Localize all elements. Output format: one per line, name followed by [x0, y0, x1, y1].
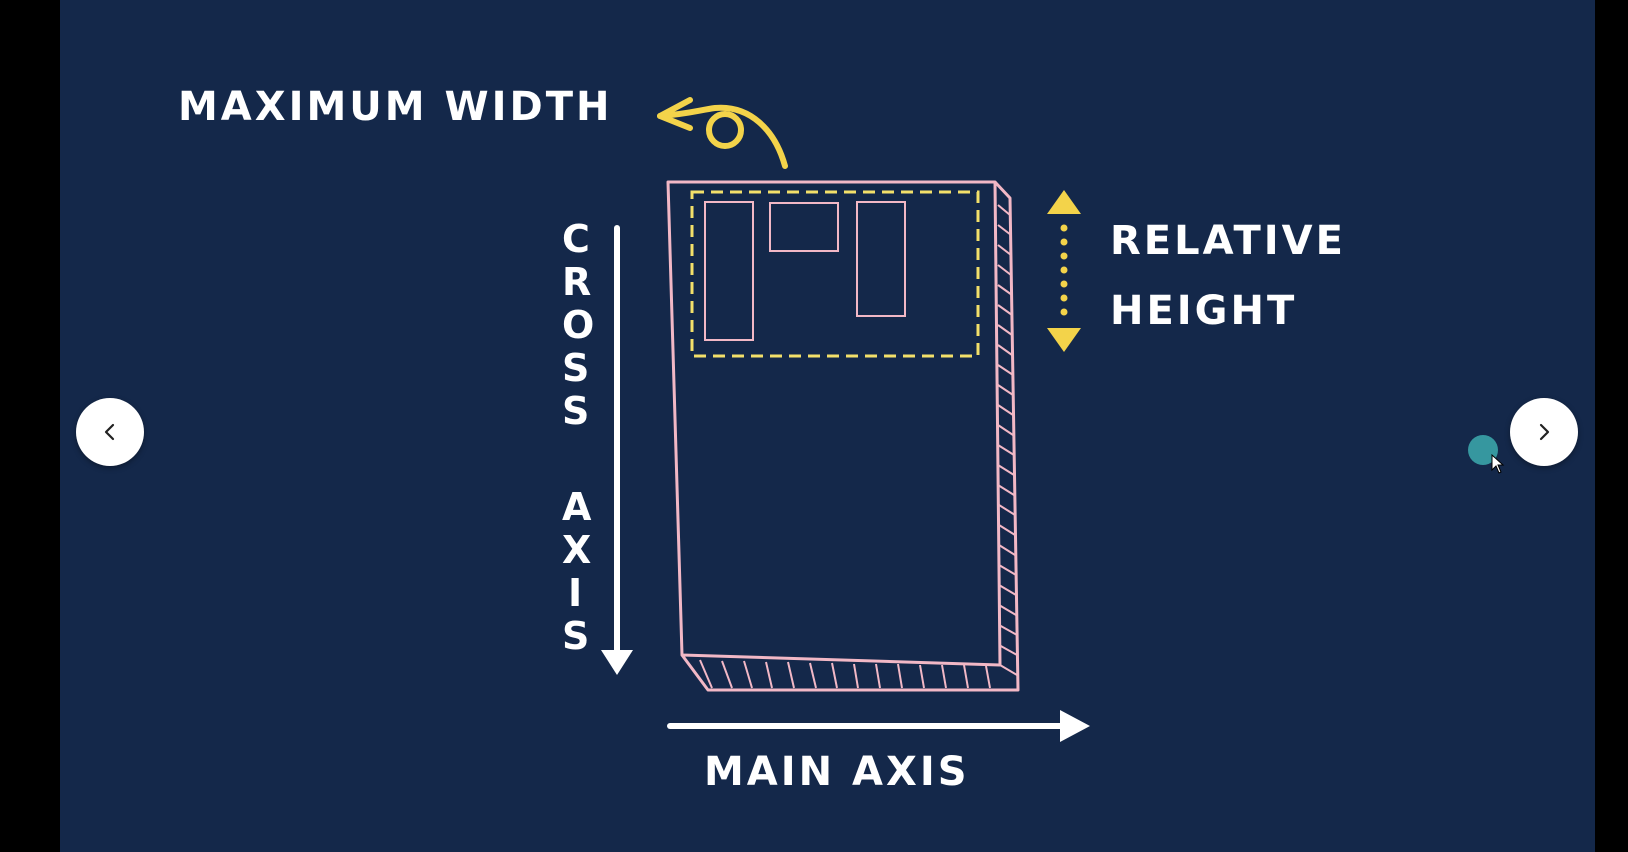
relative-height-label-line2: HEIGHT	[1110, 288, 1297, 334]
flex-items	[704, 201, 906, 341]
svg-text:A: A	[562, 485, 592, 529]
flex-item-2	[769, 202, 839, 252]
svg-text:X: X	[562, 528, 591, 572]
maximum-width-arrow	[657, 97, 788, 169]
svg-text:O: O	[562, 303, 594, 347]
flex-item-1	[704, 201, 754, 341]
svg-text:I: I	[568, 571, 582, 615]
chevron-left-icon	[104, 423, 115, 441]
main-axis-arrow	[667, 710, 1090, 742]
chevron-right-icon	[1539, 423, 1550, 441]
svg-text:C: C	[562, 217, 590, 261]
dashed-content-area	[690, 190, 980, 358]
flex-item-3	[856, 201, 906, 317]
relative-height-label-line1: RELATIVE	[1110, 218, 1346, 264]
svg-text:S: S	[562, 346, 589, 390]
maximum-width-label: MAXIMUM WIDTH	[178, 84, 612, 130]
flex-axes-diagram: MAXIMUM WIDTH	[178, 84, 1346, 795]
cross-axis-label: C R O S S A X I S	[562, 217, 594, 658]
svg-text:R: R	[562, 260, 591, 304]
mouse-pointer-icon	[1491, 454, 1505, 474]
slide-canvas: MAXIMUM WIDTH	[60, 0, 1595, 852]
next-slide-button[interactable]	[1510, 398, 1578, 466]
cross-axis-arrow	[601, 225, 633, 675]
svg-text:S: S	[562, 614, 589, 658]
main-axis-label: MAIN AXIS	[704, 749, 970, 795]
previous-slide-button[interactable]	[76, 398, 144, 466]
container-box	[666, 180, 1020, 692]
relative-height-arrow	[1047, 190, 1081, 352]
svg-text:S: S	[562, 389, 589, 433]
container-bottom-hatching	[699, 659, 991, 689]
container-side-hatching	[997, 204, 1018, 676]
